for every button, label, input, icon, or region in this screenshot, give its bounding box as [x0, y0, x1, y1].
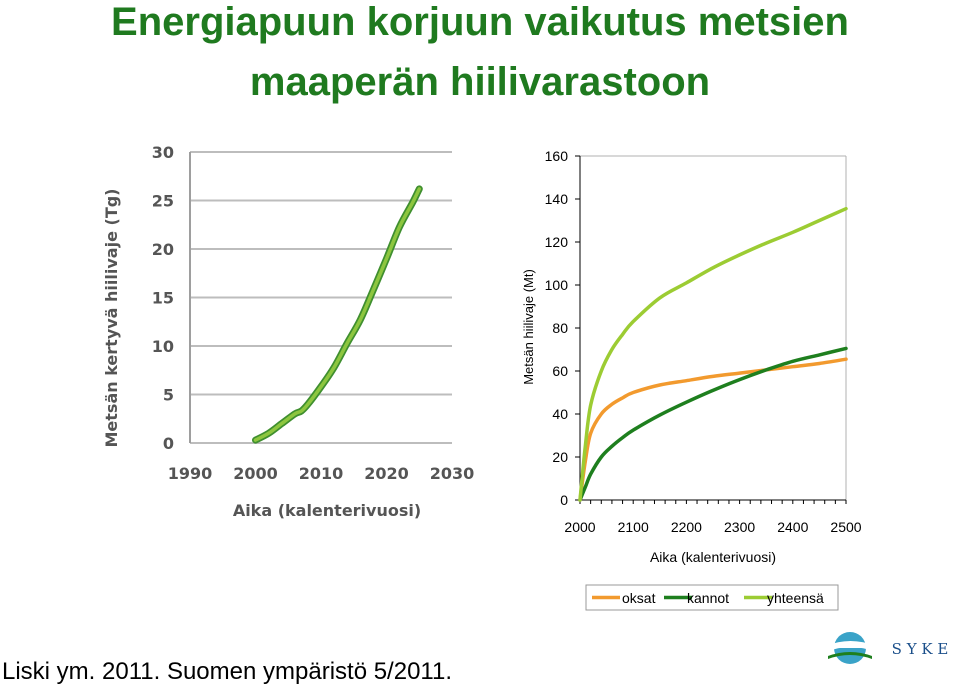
citation: Liski ym. 2011. Suomen ympäristö 5/2011.: [2, 658, 452, 685]
right-y-tick-label: 40: [552, 406, 568, 422]
left-y-tick-label: 0: [163, 434, 174, 453]
right-x-tick-label: 2200: [671, 519, 702, 535]
syke-emblem-icon: [824, 632, 876, 664]
right-y-tick-label: 160: [545, 148, 569, 164]
syke-logo-text: S Y K E: [892, 640, 949, 658]
right-y-tick-label: 120: [545, 234, 569, 250]
left-x-tick-label: 2010: [299, 464, 344, 483]
left-x-tick-label: 2000: [233, 464, 278, 483]
legend-label: kannot: [687, 590, 729, 606]
right-x-axis-label: Aika (kalenterivuosi): [650, 549, 776, 565]
right-y-tick-label: 0: [560, 492, 568, 508]
left-y-tick-label: 10: [152, 337, 174, 356]
right-y-tick-label: 140: [545, 191, 569, 207]
left-x-axis-label: Aika (kalenterivuosi): [233, 501, 421, 520]
legend-label: oksat: [622, 590, 656, 606]
series-line-oksat: [578, 357, 848, 502]
left-y-tick-label: 5: [163, 386, 174, 405]
title-line-1: Energiapuun korjuun vaikutus metsien: [111, 0, 849, 44]
legend-label: yhteensä: [767, 590, 824, 606]
series-line-kannot: [578, 346, 848, 502]
right-x-tick-label: 2000: [564, 519, 595, 535]
series-line-yhteensä: [578, 206, 848, 502]
right-y-tick-label: 20: [552, 449, 568, 465]
left-y-tick-label: 15: [152, 289, 174, 308]
left-y-tick-label: 20: [152, 240, 174, 259]
legend: oksat kannot yhteensä: [585, 584, 839, 611]
left-x-tick-label: 2020: [364, 464, 409, 483]
legend-box: [585, 584, 839, 611]
left-x-tick-label: 2030: [430, 464, 475, 483]
title-line-2: maaperän hiilivarastoon: [249, 60, 711, 104]
left-y-axis-label: Metsän kertyvä hiilivaje (Tg): [102, 189, 121, 448]
left-x-tick-label: 1990: [168, 464, 213, 483]
right-y-axis-label: Metsän hiilivaje (Mt): [521, 269, 536, 385]
left-y-tick-label: 30: [152, 143, 174, 162]
right-y-tick-label: 100: [545, 277, 569, 293]
right-x-tick-label: 2100: [618, 519, 649, 535]
right-y-tick-label: 60: [552, 363, 568, 379]
right-x-tick-label: 2500: [830, 519, 861, 535]
left-series-line: [253, 187, 422, 442]
right-x-tick-label: 2400: [777, 519, 808, 535]
right-x-tick-label: 2300: [724, 519, 755, 535]
left-y-tick-label: 25: [152, 192, 174, 211]
right-y-tick-label: 80: [552, 320, 568, 336]
